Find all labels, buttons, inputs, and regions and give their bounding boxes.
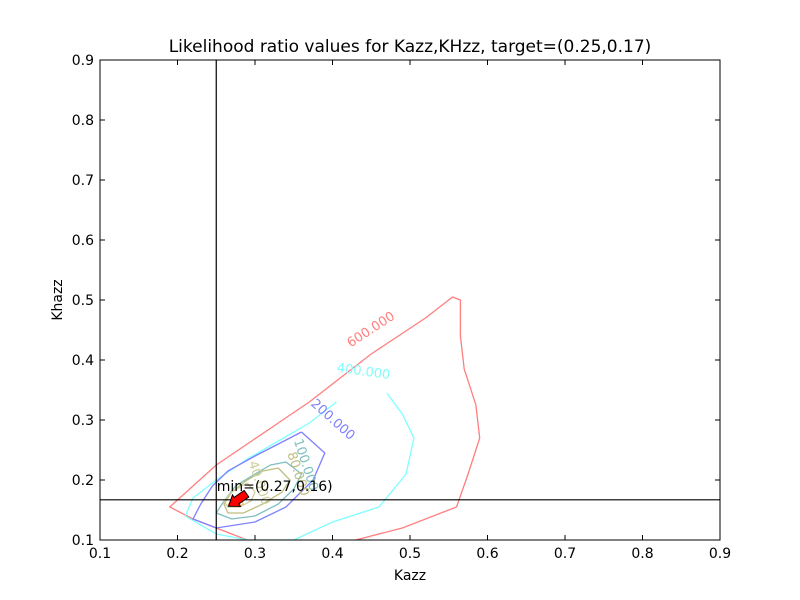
y-tick-label: 0.9 — [72, 53, 94, 69]
x-axis: 0.1 0.2 0.3 0.4 0.5 0.6 0.7 0.8 0.9 — [89, 60, 731, 562]
y-tick-label: 0.8 — [72, 113, 94, 129]
contour-line-80 — [223, 467, 291, 514]
x-tick-label: 0.5 — [399, 546, 421, 562]
plot-frame — [99, 59, 721, 541]
x-tick-label: 0.4 — [321, 546, 343, 562]
y-tick-label: 0.3 — [72, 413, 94, 429]
y-tick-label: 0.5 — [72, 293, 94, 309]
y-tick-label: 0.4 — [72, 353, 94, 369]
target-guides — [100, 60, 720, 540]
x-tick-label: 0.3 — [244, 546, 266, 562]
contour-line-100 — [215, 461, 303, 520]
y-tick-label: 0.6 — [72, 233, 94, 249]
chart-title: Likelihood ratio values for Kazz,KHzz, t… — [169, 37, 652, 57]
contour-label-200: 200.000 — [308, 396, 358, 443]
y-axis: 0.1 0.2 0.3 0.4 0.5 0.6 0.7 0.8 0.9 — [72, 53, 720, 549]
x-tick-label: 0.9 — [709, 546, 731, 562]
contour-label-600: 600.000 — [345, 309, 398, 351]
x-tick-label: 0.1 — [89, 546, 111, 562]
y-tick-label: 0.7 — [72, 173, 94, 189]
x-tick-label: 0.8 — [631, 546, 653, 562]
x-tick-label: 0.2 — [166, 546, 188, 562]
y-tick-label: 0.2 — [72, 473, 94, 489]
min-arrow — [227, 489, 250, 507]
contour-line-400 — [184, 392, 415, 540]
x-axis-label: Kazz — [394, 568, 426, 584]
contour-label-400: 400.000 — [336, 361, 391, 383]
x-tick-label: 0.7 — [554, 546, 576, 562]
min-annotation: min=(0.27,0.16) — [217, 479, 333, 507]
y-tick-label: 0.1 — [72, 533, 94, 549]
contour-line-600 — [168, 296, 481, 540]
contour-line-200 — [192, 431, 326, 529]
min-label: min=(0.27,0.16) — [217, 479, 333, 495]
y-axis-label: Khazz — [50, 279, 66, 320]
x-tick-label: 0.6 — [476, 546, 498, 562]
